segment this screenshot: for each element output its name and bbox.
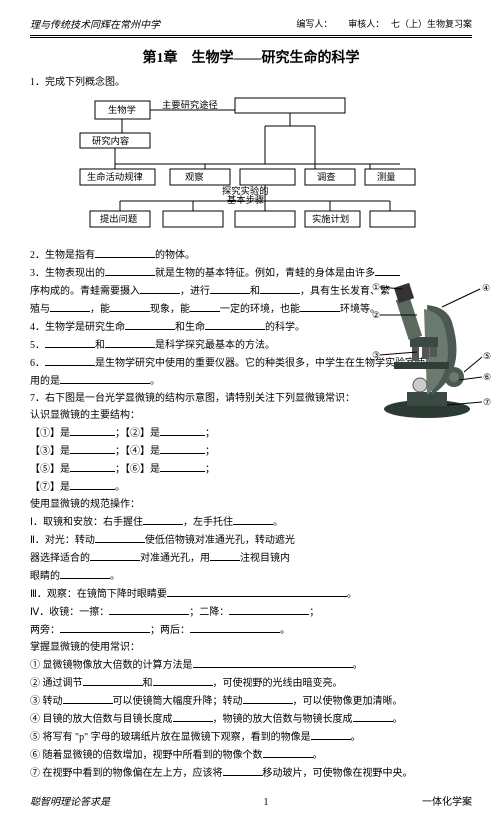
- header-motto: 理与传统技术同辉在常州中学: [30, 18, 160, 33]
- footer-right: 一体化学案: [422, 795, 472, 810]
- q2: 2．生物是指有的物体。: [30, 247, 472, 263]
- svg-text:调查: 调查: [317, 171, 336, 183]
- svg-text:研究内容: 研究内容: [92, 135, 129, 147]
- svg-text:④: ④: [482, 283, 490, 293]
- svg-text:生命活动规律: 生命活动规律: [87, 171, 143, 183]
- svg-text:提出问题: 提出问题: [100, 213, 137, 225]
- svg-text:实施计划: 实施计划: [312, 213, 349, 225]
- svg-text:主要研究途径: 主要研究途径: [162, 99, 218, 111]
- page-number: 1: [110, 795, 422, 810]
- svg-text:生物学: 生物学: [108, 104, 136, 116]
- svg-text:测量: 测量: [377, 172, 396, 183]
- page-title: 第1章 生物学——研究生命的科学: [30, 48, 472, 69]
- svg-text:⑥: ⑥: [483, 372, 491, 382]
- q1-text: 1．完成下列概念图。: [30, 75, 472, 90]
- svg-text:②: ②: [372, 310, 380, 320]
- header-right: 编写人： 审核人： 七（上）生物复习案: [296, 18, 472, 33]
- svg-text:观察: 观察: [185, 171, 204, 183]
- svg-text:⑦: ⑦: [483, 397, 491, 407]
- svg-text:⑤: ⑤: [483, 351, 491, 361]
- concept-chart: .bx{fill:#fff;stroke:#000;stroke-width:1…: [60, 96, 472, 241]
- footer-motto: 聪智明理论答求是: [30, 795, 110, 810]
- microscope-image: ① ② ③ ④ ⑤ ⑥ ⑦: [372, 277, 482, 427]
- svg-text:③: ③: [372, 350, 380, 360]
- svg-text:①: ①: [372, 282, 380, 292]
- use-heading: 使用显微镜的规范操作：: [30, 497, 472, 512]
- svg-text:基本步骤: 基本步骤: [227, 194, 264, 206]
- master-heading: 掌握显微镜的使用常识：: [30, 640, 472, 655]
